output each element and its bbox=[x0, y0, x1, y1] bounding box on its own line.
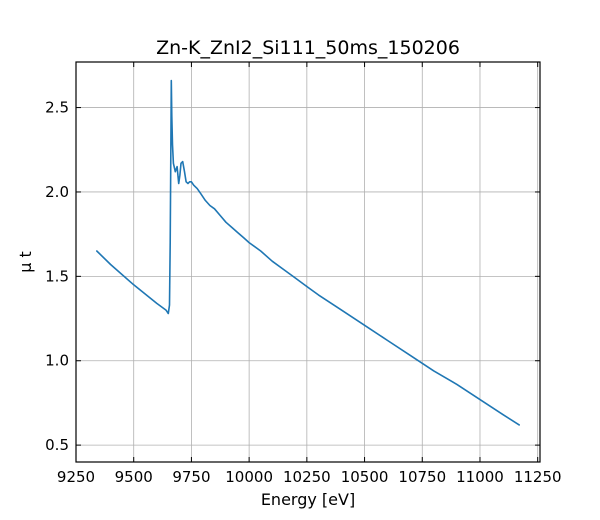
x-tick-label: 10750 bbox=[398, 468, 446, 486]
x-tick-label: 11000 bbox=[456, 468, 504, 486]
plot-frame bbox=[75, 61, 541, 463]
grid bbox=[75, 62, 540, 462]
ticks: 9250 9500 9750 10000 10250 10500 10750 11000 112… bbox=[45, 62, 562, 486]
y-tick-label: 0.5 bbox=[45, 436, 69, 454]
y-axis-label: μ t bbox=[16, 251, 35, 273]
x-tick-label: 9750 bbox=[172, 468, 210, 486]
y-tick-label: 2.0 bbox=[45, 183, 69, 201]
x-tick-label: 10250 bbox=[283, 468, 331, 486]
x-axis-label: Energy [eV] bbox=[261, 490, 355, 509]
chart-title: Zn-K_ZnI2_Si111_50ms_150206 bbox=[156, 37, 460, 59]
x-tick-label: 9500 bbox=[115, 468, 153, 486]
x-tick-label: 10500 bbox=[341, 468, 389, 486]
series-line bbox=[96, 79, 521, 426]
y-tick-label: 1.0 bbox=[45, 352, 69, 370]
x-tick-label: 9250 bbox=[57, 468, 95, 486]
x-tick-label: 10000 bbox=[225, 468, 273, 486]
y-tick-label: 1.5 bbox=[45, 267, 69, 285]
series-layer bbox=[96, 79, 521, 426]
y-tick-label: 2.5 bbox=[45, 99, 69, 117]
x-tick-label: 11250 bbox=[514, 468, 562, 486]
